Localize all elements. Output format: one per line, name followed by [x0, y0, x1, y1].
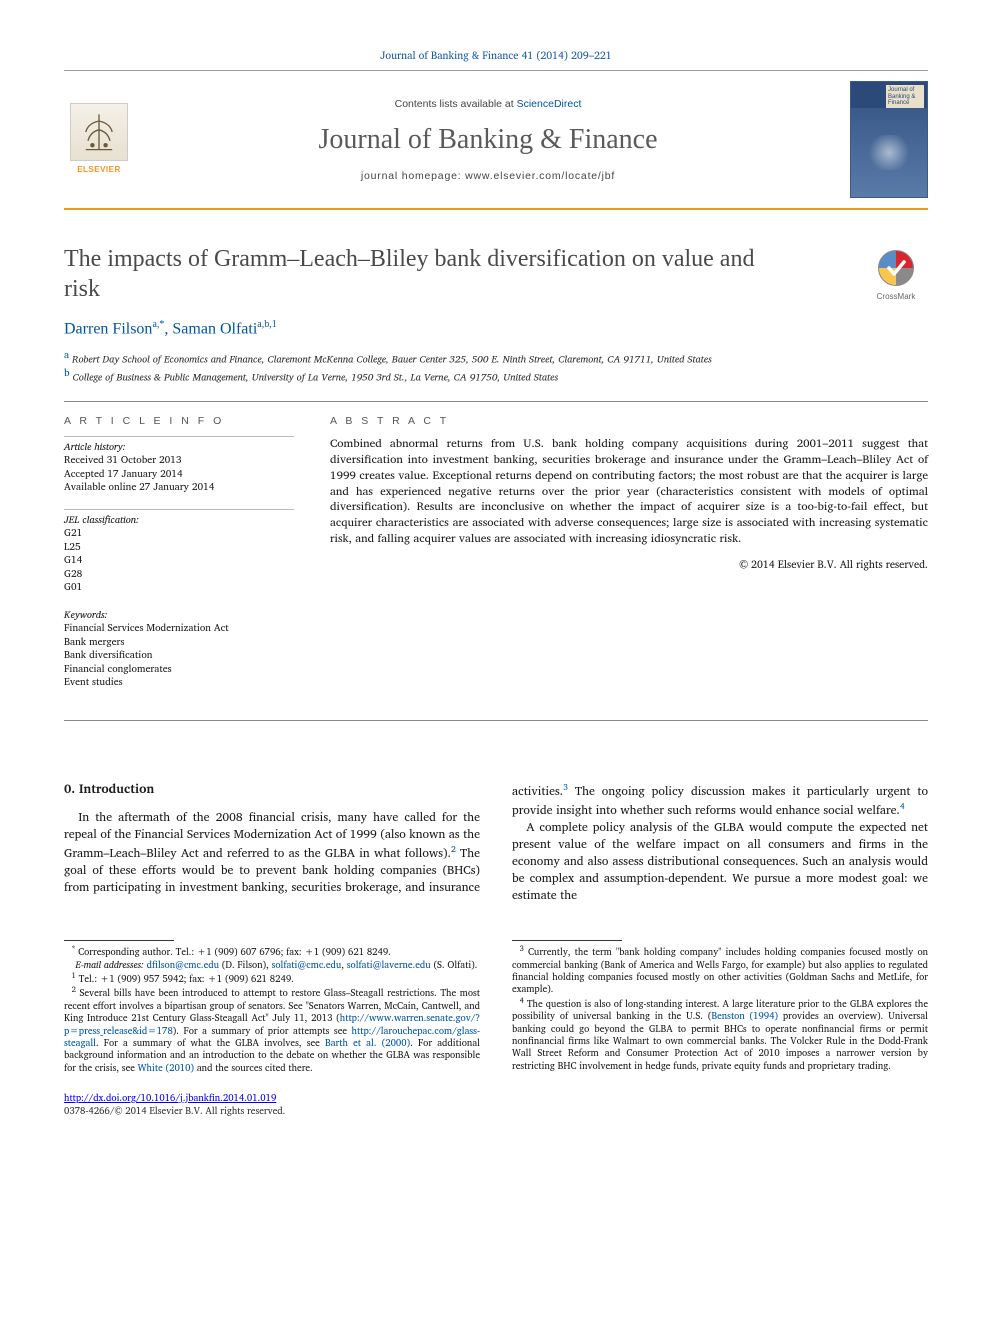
email-who: (S. Olfati).: [431, 958, 478, 973]
footnote-ref-4[interactable]: 4: [900, 799, 905, 813]
issn-copyright: 0378-4266/© 2014 Elsevier B.V. All right…: [64, 1104, 285, 1119]
homepage-url: www.elsevier.com/locate/jbf: [465, 170, 615, 182]
email-who: (D. Filson),: [219, 958, 272, 973]
journal-cover-thumbnail[interactable]: Journal of Banking & Finance: [850, 81, 928, 198]
footnote-emails: E-mail addresses: dfilson@cmc.edu (D. Fi…: [64, 960, 480, 972]
abstract-head: A B S T R A C T: [330, 414, 928, 428]
fn1-text: Tel.: +1 (909) 957 5942; fax: +1 (909) 6…: [79, 972, 294, 987]
article-info-column: A R T I C L E I N F O Article history: R…: [64, 414, 294, 704]
jel-classification: JEL classification: G21 L25 G14 G28 G01: [64, 509, 294, 595]
affil-text: College of Business & Public Management,…: [73, 370, 559, 386]
homepage-prefix: journal homepage:: [361, 170, 465, 182]
fn3-text: Currently, the term "bank holding compan…: [512, 945, 928, 997]
affiliation-b: b College of Business & Public Managemen…: [64, 366, 928, 384]
keyword: Event studies: [64, 676, 294, 690]
elsevier-tree-icon: [70, 103, 128, 161]
affil-mark: b: [64, 365, 70, 381]
affil-mark: a: [64, 347, 69, 363]
body-span: The ongoing policy discussion makes it p…: [512, 782, 928, 820]
footnotes-right: 3 Currently, the term "bank holding comp…: [512, 945, 928, 1073]
footnote-2: 2 Several bills have been introduced to …: [64, 986, 480, 1075]
footnotes-left: * Corresponding author. Tel.: +1 (909) 6…: [64, 945, 480, 1075]
article-info-head: A R T I C L E I N F O: [64, 414, 294, 428]
publisher-logo[interactable]: ELSEVIER: [64, 71, 134, 208]
body-span: A complete policy analysis of the GLBA w…: [512, 818, 928, 905]
divider: [64, 401, 928, 402]
email-label: E-mail addresses:: [75, 958, 143, 973]
sciencedirect-link[interactable]: ScienceDirect: [517, 98, 582, 110]
article-title: The impacts of Gramm–Leach–Bliley bank d…: [64, 244, 784, 304]
affil-text: Robert Day School of Economics and Finan…: [72, 351, 712, 367]
doi-block: http://dx.doi.org/10.1016/j.jbankfin.201…: [64, 1093, 480, 1119]
footnote-4: 4 The question is also of long-standing …: [512, 997, 928, 1073]
journal-homepage: journal homepage: www.elsevier.com/locat…: [134, 169, 842, 183]
footnote-rule: [64, 940, 174, 941]
email-link-1[interactable]: dfilson@cmc.edu: [147, 958, 219, 973]
jel-code: L25: [64, 541, 294, 555]
article-body: 0. Introduction In the aftermath of the …: [64, 781, 928, 904]
crossmark-badge[interactable]: CrossMark: [864, 248, 928, 303]
footnote-rule: [512, 940, 622, 941]
crossmark-icon: [876, 248, 916, 288]
cover-label: Journal of Banking & Finance: [886, 85, 924, 109]
article-history: Article history: Received 31 October 201…: [64, 436, 294, 495]
email-link-2[interactable]: solfati@cmc.edu: [272, 958, 342, 973]
abstract-text: Combined abnormal returns from U.S. bank…: [330, 436, 928, 547]
footnote-1: 1 Tel.: +1 (909) 957 5942; fax: +1 (909)…: [64, 972, 480, 987]
jel-code: G21: [64, 527, 294, 541]
fn2-cite-2[interactable]: White (2010): [138, 1061, 194, 1076]
journal-header: ELSEVIER Contents lists available at Sci…: [64, 70, 928, 210]
affiliation-a: a Robert Day School of Economics and Fin…: [64, 348, 928, 366]
footnote-3: 3 Currently, the term "bank holding comp…: [512, 945, 928, 997]
body-span: In the aftermath of the 2008 financial c…: [64, 808, 480, 863]
history-online: Available online 27 January 2014: [64, 481, 294, 495]
authors-line: Darren Filsona,*, Saman Olfatia,b,1: [64, 318, 928, 340]
jel-label: JEL classification:: [64, 514, 294, 528]
publisher-name: ELSEVIER: [77, 165, 121, 176]
journal-name: Journal of Banking & Finance: [134, 121, 842, 159]
abstract-copyright: © 2014 Elsevier B.V. All rights reserved…: [330, 557, 928, 571]
jel-code: G28: [64, 568, 294, 582]
keywords: Keywords: Financial Services Modernizati…: [64, 609, 294, 690]
author-2-marks: a,b,1: [257, 319, 276, 330]
author-1-marks: a,*: [152, 319, 164, 330]
citation-header: Journal of Banking & Finance 41 (2014) 2…: [64, 48, 928, 62]
contents-prefix: Contents lists available at: [395, 98, 517, 110]
intro-paragraph-2: A complete policy analysis of the GLBA w…: [512, 819, 928, 904]
contents-available: Contents lists available at ScienceDirec…: [134, 97, 842, 111]
abstract-column: A B S T R A C T Combined abnormal return…: [330, 414, 928, 704]
jel-code: G14: [64, 554, 294, 568]
section-heading-intro: 0. Introduction: [64, 781, 480, 799]
jel-code: G01: [64, 581, 294, 595]
author-2[interactable]: Saman Olfati: [172, 321, 257, 338]
email-link-3[interactable]: solfati@laverne.edu: [347, 958, 431, 973]
crossmark-label: CrossMark: [864, 292, 928, 303]
fn2-span: and the sources cited there.: [194, 1061, 313, 1076]
affiliations: a Robert Day School of Economics and Fin…: [64, 348, 928, 385]
author-1[interactable]: Darren Filson: [64, 321, 152, 338]
